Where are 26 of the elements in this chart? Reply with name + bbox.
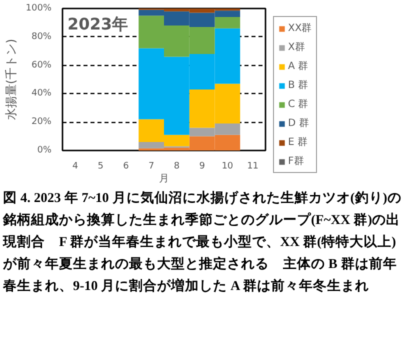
y-tick-label: 0%: [37, 146, 52, 156]
legend-label: C 群: [288, 98, 308, 111]
y-tick-label: 60%: [31, 60, 52, 70]
x-tick-label: 10: [222, 162, 234, 172]
legend-label: XX群: [288, 22, 312, 35]
y-axis-title: 水揚量(千トン): [4, 38, 18, 120]
y-tick-label: 40%: [31, 88, 52, 99]
x-tick-label: 9: [199, 162, 206, 172]
legend-label: E 群: [288, 136, 308, 149]
y-tick-label: 80%: [31, 32, 52, 42]
legend-label: A 群: [288, 60, 308, 73]
legend-label: B 群: [288, 79, 308, 92]
x-tick-label: 5: [98, 162, 104, 172]
x-tick-label: 7: [148, 162, 154, 172]
y-tick-label: 20%: [31, 117, 52, 128]
y-tick-label: 100%: [26, 4, 52, 14]
x-tick-label: 6: [123, 162, 130, 172]
legend-label: X群: [288, 41, 306, 54]
x-tick-label: 4: [72, 162, 78, 172]
x-tick-label: 8: [174, 162, 180, 172]
annotation: 2023年: [68, 14, 128, 34]
x-tick-label: 11: [247, 162, 259, 172]
legend-label: D 群: [288, 117, 309, 130]
legend-label: F群: [288, 155, 305, 168]
x-axis-title: 月: [159, 174, 169, 184]
caption: 図 4. 2023 年 7~10 月に気仙沼に水揚げされた生鮮カツオ(釣り)の銘柄組成から換算した生まれ季節ごとのグループ(F~XX 群)の出現割合 F 群が当年春生まれで最も小型で、XX 群(特特大以上)が前々年夏生まれの最も大型と推定される 主体の B 群は前年春生まれ、9-10 月に割合が増加した A 群は前々年冬生まれ: [3, 189, 402, 295]
